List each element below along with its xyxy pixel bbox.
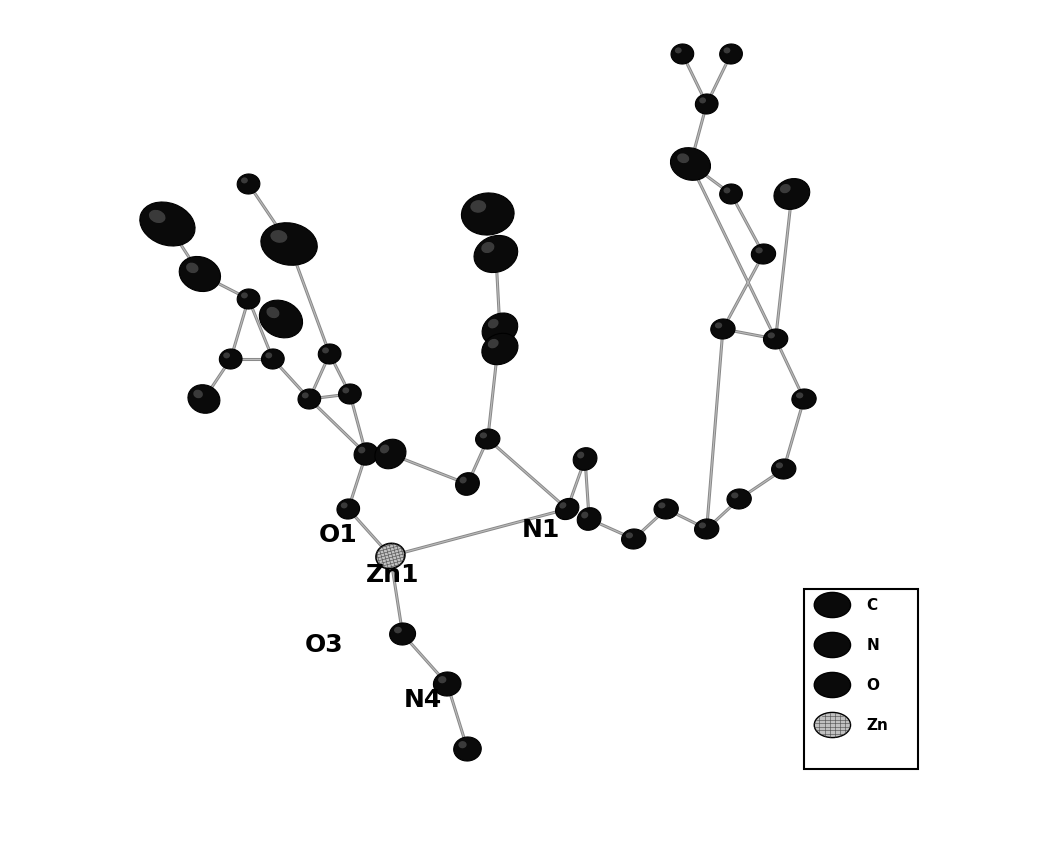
Ellipse shape <box>187 263 198 273</box>
Ellipse shape <box>771 459 796 479</box>
Ellipse shape <box>622 529 646 549</box>
Ellipse shape <box>481 243 494 254</box>
Ellipse shape <box>343 388 349 394</box>
Ellipse shape <box>774 180 810 210</box>
Ellipse shape <box>322 348 329 354</box>
Ellipse shape <box>470 201 487 214</box>
Ellipse shape <box>723 188 730 194</box>
Ellipse shape <box>219 349 242 370</box>
Ellipse shape <box>481 334 518 365</box>
Ellipse shape <box>460 477 467 484</box>
Ellipse shape <box>259 300 302 338</box>
Ellipse shape <box>488 319 498 329</box>
Ellipse shape <box>659 503 666 509</box>
Ellipse shape <box>474 236 518 273</box>
Ellipse shape <box>262 349 284 370</box>
Ellipse shape <box>675 48 681 54</box>
Bar <box>804 589 918 769</box>
Ellipse shape <box>260 224 317 266</box>
Ellipse shape <box>266 353 272 359</box>
Text: O3: O3 <box>304 632 343 657</box>
Text: N: N <box>867 638 879 652</box>
Ellipse shape <box>270 230 288 244</box>
Ellipse shape <box>581 512 589 519</box>
Ellipse shape <box>764 330 788 349</box>
Ellipse shape <box>223 353 230 359</box>
Ellipse shape <box>731 493 739 499</box>
Ellipse shape <box>792 390 816 409</box>
Ellipse shape <box>339 385 362 404</box>
Ellipse shape <box>671 45 694 65</box>
Ellipse shape <box>376 544 405 569</box>
Ellipse shape <box>654 500 678 519</box>
Ellipse shape <box>354 443 378 466</box>
Ellipse shape <box>267 307 279 319</box>
Ellipse shape <box>755 248 763 254</box>
Text: O1: O1 <box>319 522 357 546</box>
Ellipse shape <box>140 203 195 246</box>
Ellipse shape <box>433 672 461 696</box>
Ellipse shape <box>375 440 406 469</box>
Ellipse shape <box>720 185 742 205</box>
Text: N4: N4 <box>403 687 442 711</box>
Ellipse shape <box>577 452 585 459</box>
Ellipse shape <box>573 448 597 471</box>
Ellipse shape <box>455 473 479 495</box>
Ellipse shape <box>555 499 579 520</box>
Ellipse shape <box>814 673 850 698</box>
Ellipse shape <box>775 463 783 469</box>
Ellipse shape <box>751 245 775 265</box>
Ellipse shape <box>577 508 601 531</box>
Ellipse shape <box>814 592 850 618</box>
Ellipse shape <box>796 393 803 399</box>
Ellipse shape <box>723 48 730 54</box>
Text: C: C <box>867 598 877 613</box>
Ellipse shape <box>695 95 718 115</box>
Ellipse shape <box>814 633 850 657</box>
Ellipse shape <box>302 393 308 399</box>
Ellipse shape <box>341 503 348 509</box>
Ellipse shape <box>188 385 220 414</box>
Ellipse shape <box>238 175 259 195</box>
Ellipse shape <box>720 45 742 65</box>
Ellipse shape <box>625 533 632 538</box>
Ellipse shape <box>193 390 203 398</box>
Ellipse shape <box>337 500 359 519</box>
Text: Zn: Zn <box>867 717 889 733</box>
Ellipse shape <box>380 445 390 454</box>
Ellipse shape <box>814 712 850 738</box>
Ellipse shape <box>727 490 751 510</box>
Ellipse shape <box>670 149 711 181</box>
Ellipse shape <box>699 522 706 529</box>
Ellipse shape <box>241 293 248 299</box>
Ellipse shape <box>699 98 706 105</box>
Ellipse shape <box>179 257 221 292</box>
Ellipse shape <box>394 627 402 634</box>
Ellipse shape <box>358 447 366 454</box>
Ellipse shape <box>238 289 259 310</box>
Ellipse shape <box>488 339 499 349</box>
Ellipse shape <box>318 344 341 365</box>
Text: N1: N1 <box>521 517 560 541</box>
Ellipse shape <box>475 430 500 450</box>
Ellipse shape <box>695 519 719 539</box>
Ellipse shape <box>677 154 689 164</box>
Ellipse shape <box>298 390 321 409</box>
Text: O: O <box>867 678 879 693</box>
Text: Zn1: Zn1 <box>366 562 420 587</box>
Ellipse shape <box>241 178 248 184</box>
Ellipse shape <box>779 185 791 194</box>
Ellipse shape <box>711 320 735 339</box>
Ellipse shape <box>390 623 416 646</box>
Ellipse shape <box>482 314 518 345</box>
Ellipse shape <box>462 194 514 235</box>
Ellipse shape <box>458 741 467 749</box>
Ellipse shape <box>768 333 775 339</box>
Ellipse shape <box>715 323 722 329</box>
Ellipse shape <box>560 503 567 509</box>
Ellipse shape <box>149 211 166 224</box>
Ellipse shape <box>438 676 446 684</box>
Ellipse shape <box>453 737 481 761</box>
Ellipse shape <box>479 433 487 439</box>
